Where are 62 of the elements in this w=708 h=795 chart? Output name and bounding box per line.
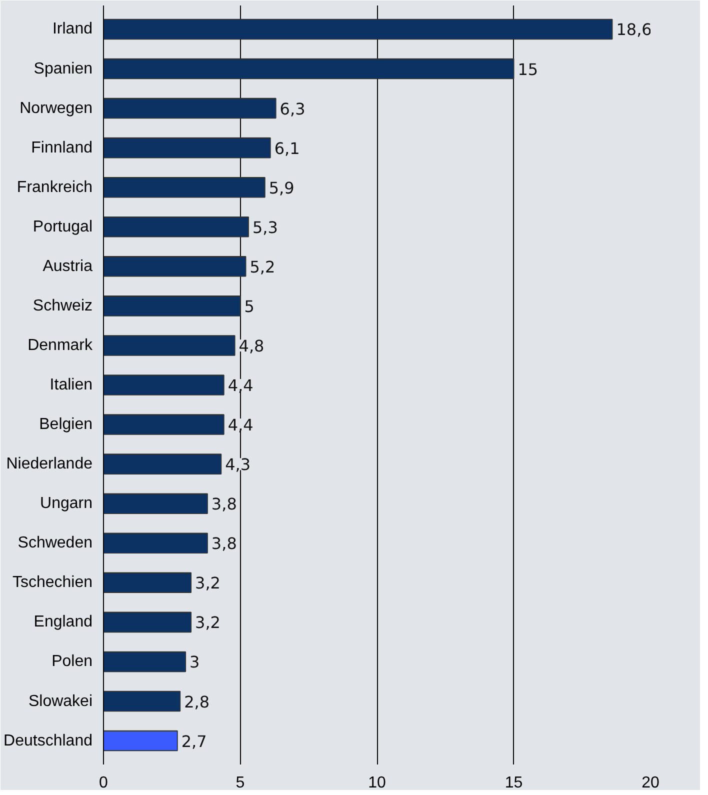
data-label: 3,8 <box>211 534 237 554</box>
y-tick-label: Denmark <box>28 336 94 354</box>
x-tick-label: 10 <box>368 774 386 792</box>
data-label: 18,6 <box>616 20 652 40</box>
bar <box>104 296 241 316</box>
y-tick-label: England <box>34 614 92 631</box>
data-label: 5,9 <box>268 178 294 198</box>
y-tick-label: Deutschland <box>4 732 93 750</box>
bar <box>104 532 208 554</box>
bar <box>104 137 271 158</box>
bar <box>104 572 192 594</box>
bar <box>104 454 222 474</box>
y-tick-label: Irland <box>52 20 93 38</box>
data-label: 5,3 <box>252 218 278 237</box>
bar <box>104 98 276 119</box>
y-tick-label: Finnland <box>31 139 92 156</box>
y-tick-label: Spanien <box>34 60 92 78</box>
bar <box>104 730 178 752</box>
y-tick-label: Polen <box>52 653 92 670</box>
data-label: 3,2 <box>195 574 220 593</box>
y-tick-label: Austria <box>42 258 93 275</box>
bar <box>104 374 224 396</box>
bar <box>104 256 246 277</box>
y-tick-label: Norwegen <box>20 100 93 117</box>
y-tick-label: Italien <box>50 376 93 394</box>
y-tick-label: Ungarn <box>40 495 93 512</box>
y-tick-label: Schweiz <box>32 297 92 314</box>
data-label: 3,8 <box>211 494 237 514</box>
bar <box>104 493 208 514</box>
data-label: 3,2 <box>195 613 220 632</box>
data-label: 6,3 <box>280 99 306 118</box>
data-label: 6,1 <box>274 138 300 158</box>
data-label: 4,8 <box>238 336 264 356</box>
x-tick-label: 0 <box>99 774 108 792</box>
x-tick-label: 20 <box>642 774 660 792</box>
data-label: 5,2 <box>250 257 276 276</box>
y-tick-label: Schweden <box>18 534 92 552</box>
data-label: 3 <box>190 652 200 672</box>
y-tick-label: Tschechien <box>12 574 92 592</box>
bar <box>104 18 613 40</box>
bar <box>104 176 266 198</box>
data-label: 15 <box>518 60 538 79</box>
y-tick-label: Frankreich <box>16 178 92 196</box>
data-label: 4,4 <box>228 376 254 395</box>
y-tick-label: Slowakei <box>28 692 92 710</box>
bar <box>104 651 186 672</box>
bar <box>104 690 181 712</box>
bar <box>104 58 514 80</box>
bar <box>104 216 249 238</box>
y-tick-label: Belgien <box>39 416 92 434</box>
bar <box>104 335 236 356</box>
data-label: 2,7 <box>181 732 207 751</box>
data-label: 5 <box>244 296 254 316</box>
data-label: 4,4 <box>228 416 254 435</box>
x-tick-label: 5 <box>236 774 245 792</box>
y-tick-label: Portugal <box>32 218 92 236</box>
x-tick-label: 15 <box>504 774 523 792</box>
bar <box>104 612 192 633</box>
data-label: 2,8 <box>184 692 210 712</box>
bar <box>104 414 224 435</box>
y-tick-label: Niederlande <box>6 456 93 473</box>
data-label: 4,3 <box>225 455 251 474</box>
